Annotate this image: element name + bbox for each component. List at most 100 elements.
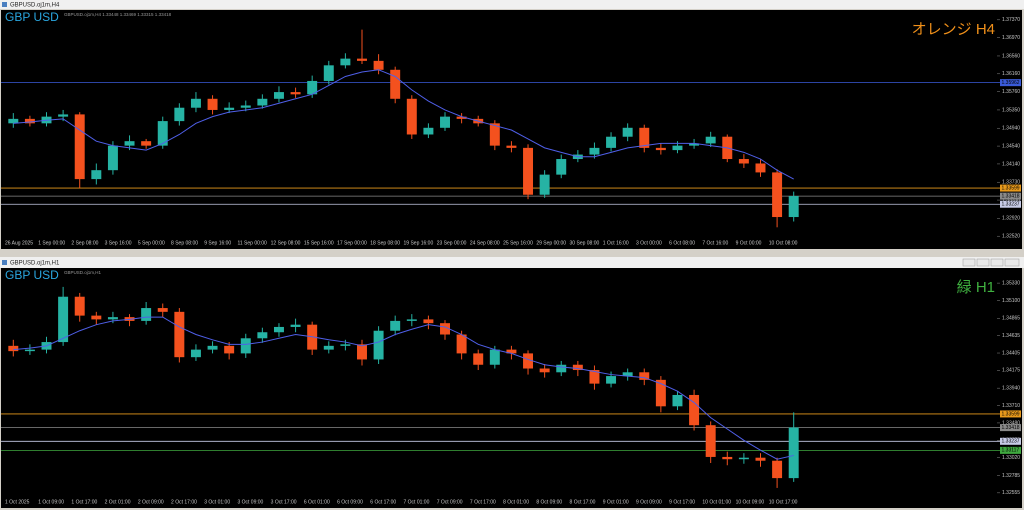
chart-tag: 緑 H1 (957, 279, 995, 296)
candle-body (506, 349, 517, 354)
x-tick-label: 11 Sep 00:00 (237, 240, 267, 246)
maximize-button[interactable] (976, 258, 990, 267)
x-tick-label: 8 Oct 01:00 (503, 499, 529, 505)
chart-area (1, 10, 1022, 249)
x-tick-label: 7 Oct 09:00 (437, 499, 463, 505)
y-tick-label: 1.33020 (1002, 455, 1020, 461)
x-tick-label: 1 Oct 16:00 (603, 240, 629, 246)
candle-body (440, 323, 450, 335)
chart-tag: オレンジ H4 (912, 21, 995, 38)
x-tick-label: 12 Sep 08:00 (271, 240, 301, 246)
candle-body (788, 196, 799, 218)
level-tag (1000, 424, 1021, 432)
candle-body (290, 92, 301, 95)
candle-body (722, 456, 733, 460)
candle-body (307, 80, 318, 95)
y-tick-label: 1.36160 (1002, 71, 1020, 77)
candle-body (639, 127, 650, 148)
candle-body (323, 65, 334, 81)
candle-body (423, 319, 434, 324)
candle-body (257, 332, 268, 339)
y-tick-label: 1.34140 (1002, 161, 1020, 167)
level-tag (1000, 192, 1021, 200)
candle-body (174, 311, 185, 358)
moving-average (13, 69, 794, 180)
candle-body (772, 460, 783, 479)
candle-body (373, 60, 384, 70)
y-tick-label: 1.34865 (1002, 316, 1020, 322)
candle-body (772, 172, 783, 218)
candle-body (390, 320, 401, 331)
candle-body (24, 118, 35, 124)
x-tick-label: 26 Aug 2025 (5, 240, 33, 246)
y-tick-label: 1.35100 (1002, 298, 1020, 304)
close-button[interactable] (1004, 258, 1020, 267)
x-tick-label: 9 Oct 17:00 (669, 499, 695, 505)
title-bar (0, 0, 1024, 9)
level-tag (1000, 437, 1021, 445)
candle-body (489, 349, 500, 365)
window-top: GBPUSD.oj1m,H4 (0, 0, 1024, 249)
minimize-button[interactable] (962, 258, 976, 267)
candle-body (473, 353, 484, 365)
y-tick-label: 1.33940 (1002, 385, 1020, 391)
candle-body (207, 98, 218, 110)
candle-body (572, 364, 583, 371)
candle-body (672, 394, 683, 407)
x-tick-label: 3 Oct 17:00 (271, 499, 297, 505)
x-tick-label: 15 Sep 16:00 (304, 240, 334, 246)
candle-body (456, 116, 467, 119)
window-title: GBPUSD.oj1m,H1 (10, 261, 60, 267)
candle-body (689, 394, 700, 426)
x-tick-label: 10 Oct 01:00 (702, 499, 731, 505)
level-label: 1.33599 (1002, 411, 1020, 417)
x-tick-label: 6 Oct 17:00 (370, 499, 396, 505)
x-tick-label: 8 Oct 09:00 (536, 499, 562, 505)
candle-body (174, 107, 185, 122)
x-tick-label: 18 Sep 08:00 (370, 240, 400, 246)
candle-body (406, 319, 417, 321)
candle-body (406, 98, 417, 135)
y-tick-label: 1.33480 (1002, 420, 1020, 426)
y-tick-label: 1.33730 (1002, 180, 1020, 186)
candle-body (672, 145, 683, 151)
restore-button[interactable] (990, 258, 1004, 267)
level-tag (1000, 410, 1021, 418)
candle-body (207, 345, 218, 350)
candle-body (107, 317, 118, 320)
x-tick-label: 2 Oct 09:00 (138, 499, 164, 505)
candle-body (273, 326, 284, 333)
candle-body (8, 345, 19, 352)
candle-body (323, 345, 334, 350)
candle-body (705, 425, 716, 457)
candle-body (157, 308, 168, 312)
candle-body (523, 147, 534, 195)
y-tick-label: 1.33710 (1002, 403, 1020, 409)
window-icon (2, 260, 7, 265)
x-tick-label: 9 Oct 00:00 (736, 240, 762, 246)
x-tick-label: 8 Sep 08:00 (171, 240, 198, 246)
level-label: 1.33599 (1002, 185, 1020, 191)
chart-info: GBPUSD.oj1m,H4 1.33448 1.33469 1.33315 1… (64, 12, 172, 17)
level-tag (1000, 200, 1021, 208)
candle-body (240, 338, 251, 354)
x-tick-label: 10 Oct 08:00 (769, 240, 798, 246)
candle-body (705, 136, 716, 144)
title-bar (0, 257, 1024, 268)
candle-body (456, 334, 467, 354)
x-tick-label: 30 Sep 08:00 (570, 240, 600, 246)
candle-body (190, 98, 201, 108)
candle-body (489, 123, 500, 146)
candle-body (589, 370, 600, 384)
candle-body (606, 136, 617, 148)
candle-body (423, 127, 434, 135)
y-tick-label: 1.37370 (1002, 17, 1020, 23)
candle-body (290, 324, 301, 327)
x-tick-label: 2 Oct 17:00 (171, 499, 197, 505)
x-tick-label: 9 Oct 01:00 (603, 499, 629, 505)
candle-body (523, 353, 534, 369)
candle-body (390, 69, 401, 99)
candle-body (91, 170, 102, 180)
level-tag (1000, 446, 1021, 454)
window-title: GBPUSD.oj1m,H4 (10, 3, 60, 9)
